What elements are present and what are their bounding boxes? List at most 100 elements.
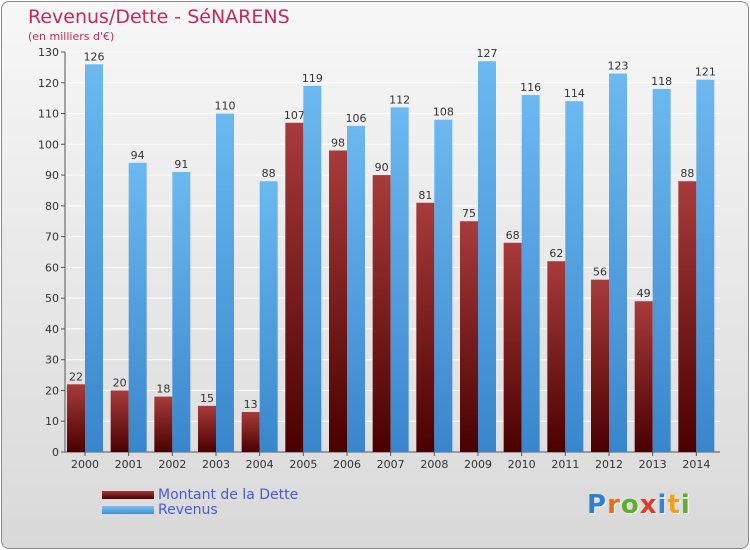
bar-revenus bbox=[85, 64, 103, 453]
bar-dette bbox=[678, 181, 697, 452]
proxiti-logo: Proxiti bbox=[587, 490, 691, 520]
data-label-dette: 62 bbox=[549, 247, 563, 260]
data-label-dette: 90 bbox=[375, 161, 389, 174]
y-tick-label: 120 bbox=[38, 77, 59, 90]
x-tick-label: 2008 bbox=[420, 458, 448, 471]
legend-label-dette: Montant de la Dette bbox=[158, 487, 299, 503]
x-tick-label: 2002 bbox=[158, 458, 186, 471]
bar-revenus bbox=[478, 61, 496, 452]
data-label-revenus: 91 bbox=[174, 158, 188, 171]
logo-letter: t bbox=[667, 490, 681, 520]
data-label-revenus: 88 bbox=[262, 167, 276, 180]
y-tick-label: 60 bbox=[45, 261, 59, 274]
x-tick-label: 2001 bbox=[115, 458, 143, 471]
data-label-dette: 107 bbox=[284, 109, 305, 122]
logo-letter: x bbox=[639, 490, 658, 520]
data-label-dette: 22 bbox=[69, 370, 83, 383]
bar-revenus bbox=[652, 88, 671, 452]
x-tick-label: 2009 bbox=[464, 458, 492, 471]
x-tick-label: 2003 bbox=[202, 458, 230, 471]
x-tick-label: 2010 bbox=[508, 458, 536, 471]
legend-swatch-revenus bbox=[102, 506, 154, 514]
bar-revenus bbox=[390, 107, 409, 452]
y-tick-label: 70 bbox=[45, 231, 59, 244]
data-label-revenus: 127 bbox=[477, 47, 498, 60]
bar-dette bbox=[416, 202, 435, 452]
bar-dette bbox=[547, 261, 566, 452]
data-label-revenus: 108 bbox=[433, 106, 454, 119]
x-tick-label: 2006 bbox=[333, 458, 361, 471]
data-label-dette: 81 bbox=[418, 189, 432, 202]
y-tick-label: 80 bbox=[45, 200, 59, 213]
x-tick-label: 2011 bbox=[551, 458, 579, 471]
y-tick-label: 90 bbox=[45, 169, 59, 182]
data-label-dette: 56 bbox=[593, 266, 607, 279]
bar-dette bbox=[110, 390, 129, 452]
logo-letter: i bbox=[657, 490, 668, 520]
bar-revenus bbox=[565, 101, 584, 452]
data-label-revenus: 121 bbox=[695, 66, 716, 79]
data-label-revenus: 119 bbox=[302, 72, 323, 85]
bar-revenus bbox=[216, 113, 234, 453]
data-label-dette: 15 bbox=[200, 392, 214, 405]
y-tick-label: 50 bbox=[45, 292, 59, 305]
chart-title: Revenus/Dette - SéNARENS bbox=[28, 6, 290, 28]
x-tick-label: 2005 bbox=[289, 458, 317, 471]
data-label-revenus: 116 bbox=[520, 81, 541, 94]
bar-dette bbox=[241, 412, 260, 452]
x-tick-label: 2013 bbox=[639, 458, 667, 471]
y-tick-label: 110 bbox=[38, 108, 59, 121]
chart-subtitle: (en milliers d'€) bbox=[28, 30, 115, 43]
logo-letter: P bbox=[587, 490, 608, 520]
data-label-dette: 68 bbox=[506, 229, 520, 242]
logo-letter: i bbox=[680, 490, 691, 520]
data-label-revenus: 123 bbox=[608, 60, 629, 73]
bar-revenus bbox=[347, 125, 365, 452]
bar-revenus bbox=[172, 172, 191, 452]
legend-swatch-dette bbox=[102, 491, 154, 499]
bar-revenus bbox=[259, 181, 278, 452]
bar-revenus bbox=[696, 79, 715, 452]
bar-dette bbox=[285, 122, 304, 453]
x-tick-label: 2007 bbox=[377, 458, 405, 471]
data-label-revenus: 126 bbox=[84, 50, 105, 63]
data-label-revenus: 118 bbox=[651, 75, 672, 88]
y-tick-label: 10 bbox=[45, 415, 59, 428]
bar-dette bbox=[67, 384, 85, 452]
x-tick-label: 2000 bbox=[71, 458, 99, 471]
data-label-dette: 49 bbox=[637, 287, 651, 300]
y-tick-label: 0 bbox=[52, 446, 59, 459]
bar-revenus bbox=[303, 85, 322, 452]
data-label-revenus: 114 bbox=[564, 87, 585, 100]
data-label-dette: 13 bbox=[244, 398, 258, 411]
legend-label-revenus: Revenus bbox=[158, 502, 218, 518]
data-label-revenus: 110 bbox=[215, 100, 236, 113]
data-label-revenus: 106 bbox=[346, 112, 367, 125]
bar-dette bbox=[154, 396, 173, 452]
y-tick-label: 30 bbox=[45, 354, 59, 367]
bar-revenus bbox=[521, 95, 540, 453]
bar-dette bbox=[591, 279, 609, 452]
logo-letter: r bbox=[607, 490, 621, 520]
y-tick-label: 100 bbox=[38, 138, 59, 151]
data-label-dette: 20 bbox=[113, 376, 127, 389]
bar-dette bbox=[372, 175, 391, 453]
bar-revenus bbox=[128, 162, 147, 452]
bar-dette bbox=[198, 405, 216, 452]
bar-dette bbox=[634, 301, 653, 452]
x-tick-label: 2012 bbox=[595, 458, 623, 471]
bar-dette bbox=[503, 242, 522, 452]
bar-dette bbox=[460, 221, 478, 452]
y-tick-label: 130 bbox=[38, 46, 59, 59]
x-tick-label: 2004 bbox=[246, 458, 274, 471]
data-label-revenus: 112 bbox=[389, 93, 410, 106]
bar-revenus bbox=[434, 119, 453, 452]
data-label-dette: 98 bbox=[331, 136, 345, 149]
logo-letter: o bbox=[620, 490, 640, 520]
x-tick-label: 2014 bbox=[682, 458, 710, 471]
data-label-dette: 18 bbox=[156, 383, 170, 396]
bar-dette bbox=[329, 150, 347, 452]
y-tick-label: 20 bbox=[45, 384, 59, 397]
